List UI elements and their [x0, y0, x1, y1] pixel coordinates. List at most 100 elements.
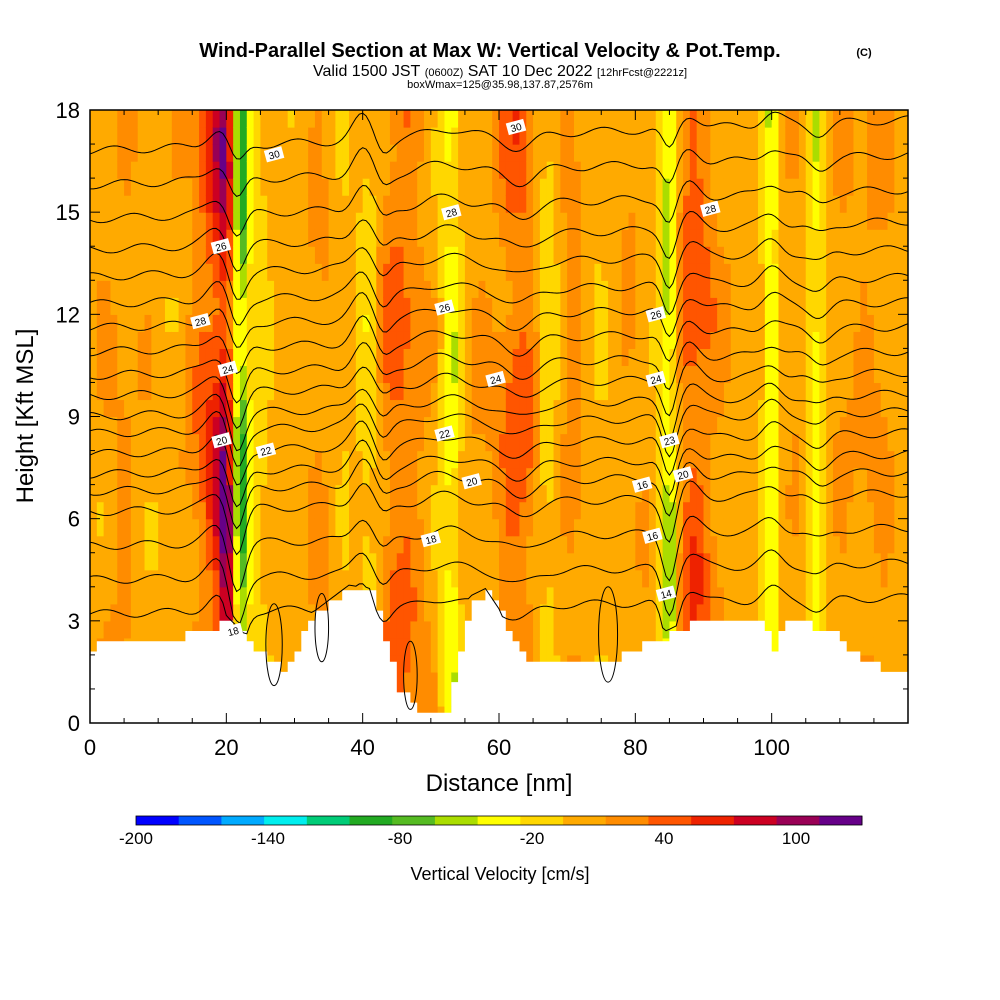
heatmap-cell	[376, 263, 384, 281]
heatmap-cell	[553, 450, 561, 469]
heatmap-cell	[805, 212, 814, 230]
heatmap-cell	[533, 399, 541, 418]
heatmap-cell	[560, 246, 568, 264]
heatmap-cell	[894, 127, 902, 145]
heatmap-cell	[233, 314, 241, 332]
heatmap-cell	[424, 518, 432, 537]
heatmap-cell	[185, 212, 193, 230]
heatmap-cell	[764, 365, 773, 384]
heatmap-cell	[764, 569, 773, 588]
heatmap-cell	[505, 365, 514, 384]
heatmap-cell	[396, 671, 405, 690]
heatmap-cell	[628, 280, 636, 298]
heatmap-cell	[573, 212, 582, 230]
heatmap-cell	[260, 399, 268, 418]
heatmap-cell	[314, 195, 323, 213]
heatmap-cell	[567, 229, 575, 247]
heatmap-cell	[471, 246, 480, 264]
heatmap-cell	[137, 603, 146, 622]
heatmap-cell	[219, 399, 227, 418]
heatmap-cell	[96, 297, 105, 315]
heatmap-cell	[689, 212, 698, 230]
heatmap-cell	[628, 450, 636, 469]
heatmap-cell	[642, 586, 650, 605]
heatmap-cell	[246, 127, 255, 145]
heatmap-cell	[117, 416, 125, 435]
heatmap-cell	[396, 399, 405, 418]
heatmap-cell	[458, 280, 466, 298]
heatmap-cell	[567, 467, 575, 486]
heatmap-cell	[669, 365, 677, 384]
heatmap-cell	[274, 535, 282, 554]
heatmap-cell	[573, 348, 582, 367]
heatmap-cell	[778, 552, 786, 571]
heatmap-cell	[485, 161, 493, 179]
heatmap-cell	[669, 195, 677, 213]
heatmap-cell	[342, 433, 350, 452]
heatmap-cell	[805, 416, 814, 435]
heatmap-cell	[308, 569, 316, 588]
heatmap-cell	[717, 365, 725, 384]
heatmap-cell	[430, 620, 439, 639]
heatmap-cell	[403, 280, 411, 298]
heatmap-cell	[519, 229, 527, 247]
heatmap-cell	[873, 110, 882, 128]
heatmap-cell	[635, 195, 643, 213]
heatmap-cell	[723, 127, 732, 145]
heatmap-cell	[226, 314, 234, 332]
heatmap-cell	[635, 552, 643, 571]
heatmap-cell	[839, 518, 848, 537]
heatmap-cell	[614, 518, 623, 537]
heatmap-cell	[424, 569, 432, 588]
heatmap-cell	[274, 297, 282, 315]
heatmap-cell	[164, 603, 173, 622]
heatmap-cell	[117, 552, 125, 571]
heatmap-cell	[90, 297, 98, 315]
heatmap-cell	[546, 518, 555, 537]
heatmap-cell	[805, 280, 814, 298]
heatmap-cell	[171, 178, 180, 196]
heatmap-cell	[546, 433, 555, 452]
heatmap-cell	[546, 297, 555, 315]
heatmap-cell	[860, 399, 868, 418]
heatmap-cell	[758, 144, 766, 162]
heatmap-cell	[199, 586, 207, 605]
heatmap-cell	[853, 467, 861, 486]
heatmap-cell	[349, 450, 357, 469]
heatmap-cell	[642, 348, 650, 367]
heatmap-cell	[158, 382, 166, 401]
heatmap-cell	[90, 110, 98, 128]
heatmap-cell	[287, 110, 296, 128]
heatmap-cell	[130, 450, 139, 469]
heatmap-cell	[444, 161, 452, 179]
heatmap-cell	[805, 144, 814, 162]
heatmap-cell	[130, 433, 139, 452]
heatmap-cell	[396, 620, 405, 639]
heatmap-cell	[758, 450, 766, 469]
heatmap-cell	[349, 518, 357, 537]
heatmap-cell	[171, 501, 180, 520]
isentrope-label-bg	[434, 425, 455, 442]
heatmap-cell	[764, 620, 773, 639]
heatmap-cell	[758, 535, 766, 554]
heatmap-cell	[901, 178, 908, 196]
heatmap-cell	[873, 178, 882, 196]
heatmap-cell	[785, 161, 793, 179]
heatmap-cell	[369, 229, 377, 247]
heatmap-cell	[853, 620, 861, 639]
heatmap-cell	[287, 552, 296, 571]
heatmap-cell	[689, 365, 698, 384]
heatmap-cell	[546, 178, 555, 196]
heatmap-cell	[526, 195, 534, 213]
heatmap-cell	[860, 297, 868, 315]
heatmap-cell	[805, 484, 814, 503]
heatmap-cell	[199, 450, 207, 469]
isentrope-label-text: 20	[465, 476, 479, 490]
heatmap-cell	[778, 501, 786, 520]
heatmap-cell	[710, 314, 718, 332]
heatmap-cell	[267, 501, 275, 520]
heatmap-cell	[499, 246, 507, 264]
heatmap-cell	[608, 399, 616, 418]
heatmap-cell	[274, 467, 282, 486]
heatmap-cell	[246, 603, 255, 622]
